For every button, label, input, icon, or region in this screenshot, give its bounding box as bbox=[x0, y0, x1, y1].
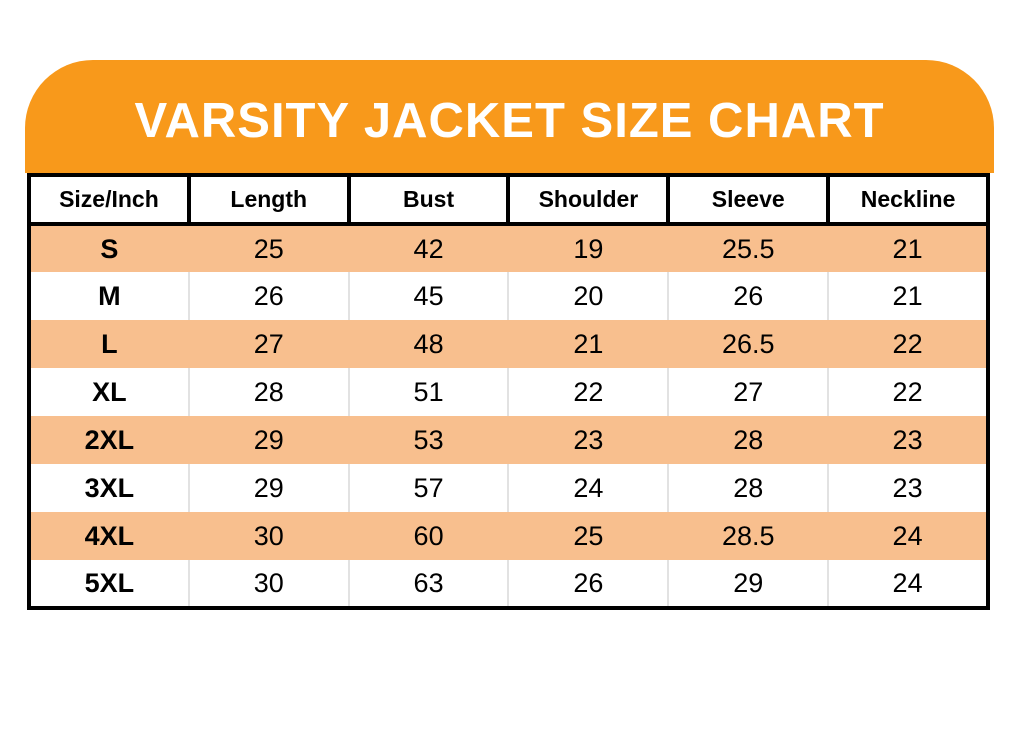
measurement-cell: 29 bbox=[188, 464, 350, 512]
measurement-cell: 26.5 bbox=[668, 320, 830, 368]
size-cell: M bbox=[27, 272, 190, 320]
title-banner: VARSITY JACKET SIZE CHART bbox=[25, 60, 994, 173]
measurement-cell: 28 bbox=[188, 368, 350, 416]
measurement-cell: 48 bbox=[348, 320, 510, 368]
measurement-cell: 21 bbox=[508, 320, 670, 368]
measurement-cell: 19 bbox=[508, 224, 670, 272]
size-cell: 4XL bbox=[27, 512, 190, 560]
measurement-cell: 27 bbox=[668, 368, 830, 416]
measurement-cell: 23 bbox=[828, 464, 990, 512]
measurement-cell: 24 bbox=[508, 464, 670, 512]
measurement-cell: 30 bbox=[188, 512, 350, 560]
column-header: Bust bbox=[346, 173, 511, 226]
table-header: Size/Inch Length Bust Shoulder Sleeve Necklin… bbox=[27, 173, 990, 226]
size-cell: 2XL bbox=[27, 416, 190, 464]
measurement-cell: 25.5 bbox=[668, 224, 830, 272]
table-row: 2XL 29 53 23 28 23 bbox=[27, 416, 990, 464]
measurement-cell: 30 bbox=[188, 560, 350, 610]
size-cell: XL bbox=[27, 368, 190, 416]
measurement-cell: 53 bbox=[348, 416, 510, 464]
measurement-cell: 28 bbox=[668, 416, 830, 464]
measurement-cell: 42 bbox=[348, 224, 510, 272]
page-title: VARSITY JACKET SIZE CHART bbox=[134, 93, 885, 148]
size-cell: L bbox=[27, 320, 190, 368]
measurement-cell: 25 bbox=[188, 224, 350, 272]
measurement-cell: 20 bbox=[508, 272, 670, 320]
table-row: 5XL 30 63 26 29 24 bbox=[27, 560, 990, 610]
table-row: S 25 42 19 25.5 21 bbox=[27, 224, 990, 272]
table-row: L 27 48 21 26.5 22 bbox=[27, 320, 990, 368]
column-header: Sleeve bbox=[666, 173, 831, 226]
measurement-cell: 22 bbox=[828, 368, 990, 416]
column-header: Length bbox=[186, 173, 351, 226]
table-body: S 25 42 19 25.5 21 M 26 45 20 26 21 L 27 48 21 26.5 22 XL 2… bbox=[27, 224, 990, 610]
measurement-cell: 21 bbox=[828, 224, 990, 272]
size-cell: S bbox=[27, 224, 190, 272]
measurement-cell: 28 bbox=[668, 464, 830, 512]
measurement-cell: 25 bbox=[508, 512, 670, 560]
measurement-cell: 23 bbox=[508, 416, 670, 464]
table-row: XL 28 51 22 27 22 bbox=[27, 368, 990, 416]
measurement-cell: 21 bbox=[828, 272, 990, 320]
measurement-cell: 22 bbox=[828, 320, 990, 368]
table-row: 3XL 29 57 24 28 23 bbox=[27, 464, 990, 512]
measurement-cell: 22 bbox=[508, 368, 670, 416]
measurement-cell: 57 bbox=[348, 464, 510, 512]
measurement-cell: 27 bbox=[188, 320, 350, 368]
measurement-cell: 26 bbox=[188, 272, 350, 320]
measurement-cell: 29 bbox=[668, 560, 830, 610]
header-row: Size/Inch Length Bust Shoulder Sleeve Necklin… bbox=[27, 173, 990, 226]
measurement-cell: 23 bbox=[828, 416, 990, 464]
measurement-cell: 63 bbox=[348, 560, 510, 610]
size-chart-table: Size/Inch Length Bust Shoulder Sleeve Necklin… bbox=[27, 173, 990, 610]
measurement-cell: 26 bbox=[668, 272, 830, 320]
measurement-cell: 28.5 bbox=[668, 512, 830, 560]
measurement-cell: 24 bbox=[828, 512, 990, 560]
column-header: Neckline bbox=[826, 173, 990, 226]
measurement-cell: 60 bbox=[348, 512, 510, 560]
size-cell: 3XL bbox=[27, 464, 190, 512]
table-row: M 26 45 20 26 21 bbox=[27, 272, 990, 320]
measurement-cell: 45 bbox=[348, 272, 510, 320]
column-header: Shoulder bbox=[506, 173, 671, 226]
size-cell: 5XL bbox=[27, 560, 190, 610]
measurement-cell: 51 bbox=[348, 368, 510, 416]
measurement-cell: 29 bbox=[188, 416, 350, 464]
column-header: Size/Inch bbox=[27, 173, 191, 226]
measurement-cell: 24 bbox=[828, 560, 990, 610]
measurement-cell: 26 bbox=[508, 560, 670, 610]
table-row: 4XL 30 60 25 28.5 24 bbox=[27, 512, 990, 560]
